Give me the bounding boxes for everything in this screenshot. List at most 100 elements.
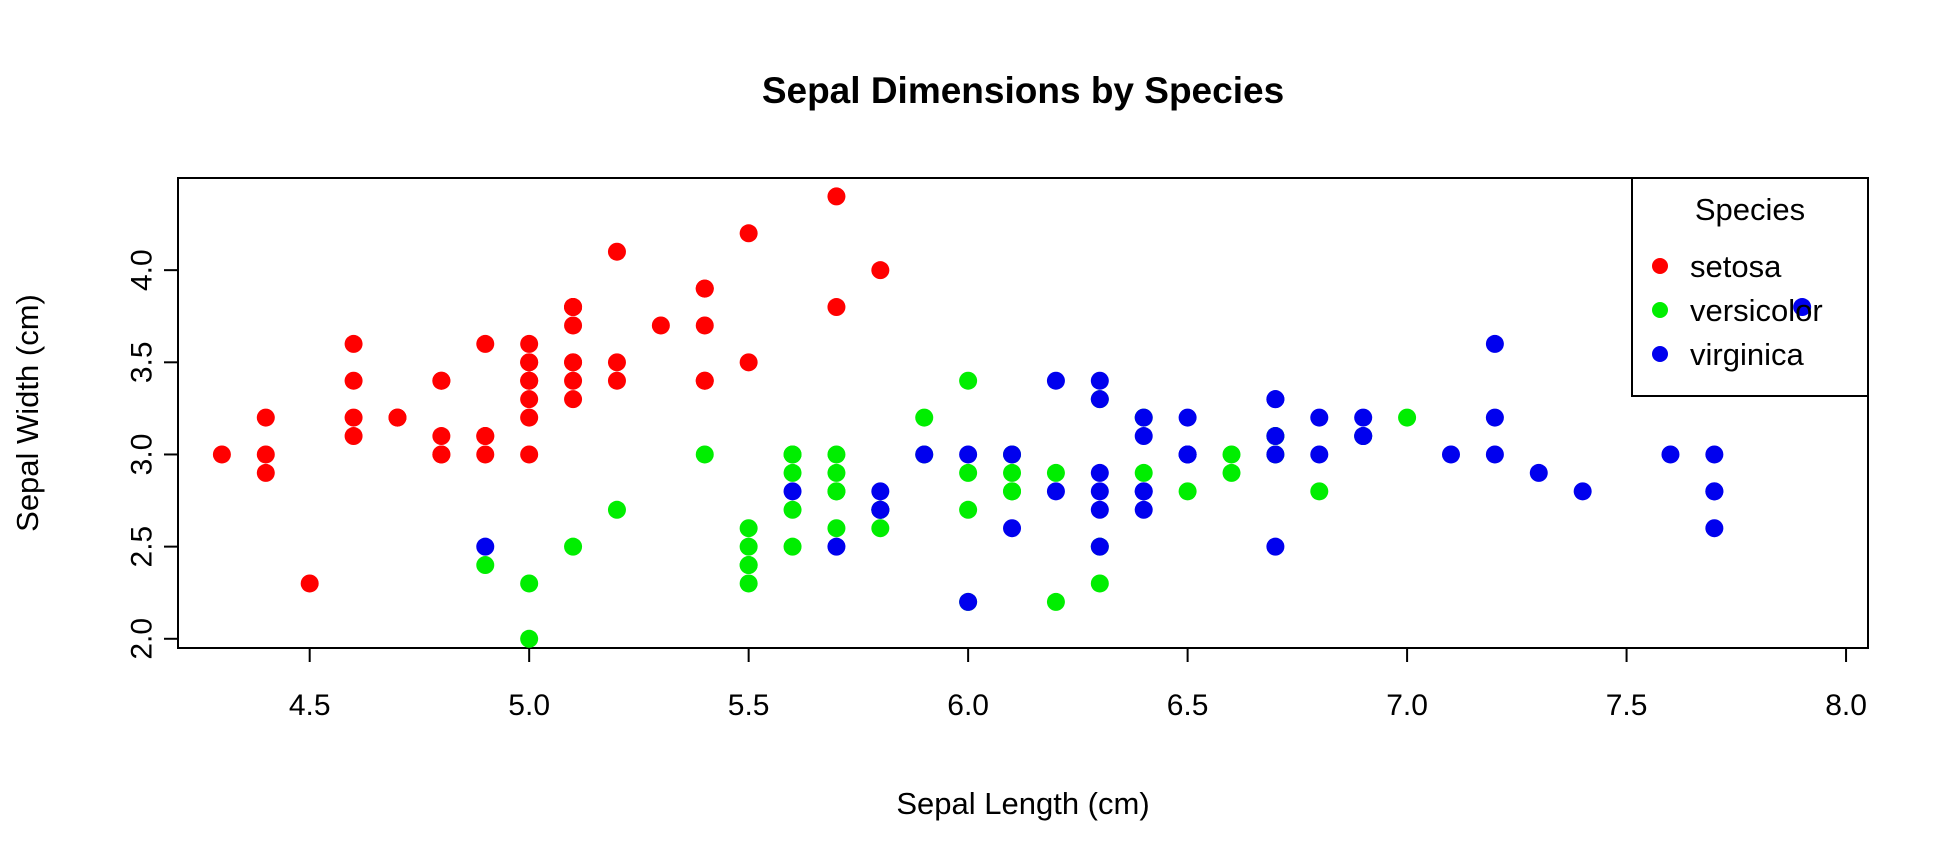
- x-tick-label: 6.0: [947, 689, 989, 722]
- legend-marker-virginica: [1652, 346, 1668, 362]
- setosa-point: [564, 298, 583, 317]
- setosa-point: [651, 316, 670, 335]
- versicolor-point: [520, 574, 539, 593]
- y-tick-label: 3.0: [126, 434, 159, 476]
- series-virginica: [476, 298, 1812, 611]
- virginica-point: [1485, 334, 1504, 353]
- setosa-point: [827, 187, 846, 206]
- y-tick-label: 4.0: [126, 249, 159, 291]
- versicolor-point: [1178, 482, 1197, 501]
- versicolor-point: [783, 537, 802, 556]
- setosa-point: [607, 353, 626, 372]
- versicolor-point: [959, 500, 978, 519]
- y-axis-label: Sepal Width (cm): [10, 294, 45, 532]
- virginica-point: [1134, 500, 1153, 519]
- virginica-point: [959, 592, 978, 611]
- virginica-point: [1485, 408, 1504, 427]
- legend-label-virginica: virginica: [1690, 337, 1804, 372]
- virginica-point: [1266, 537, 1285, 556]
- versicolor-point: [959, 371, 978, 390]
- setosa-point: [344, 371, 363, 390]
- versicolor-point: [476, 556, 495, 575]
- versicolor-point: [783, 445, 802, 464]
- versicolor-point: [959, 463, 978, 482]
- versicolor-point: [520, 629, 539, 648]
- legend-label-setosa: setosa: [1690, 249, 1782, 284]
- setosa-point: [344, 408, 363, 427]
- setosa-point: [520, 371, 539, 390]
- virginica-point: [1354, 408, 1373, 427]
- x-tick-label: 7.0: [1386, 689, 1428, 722]
- setosa-point: [344, 427, 363, 446]
- versicolor-point: [739, 537, 758, 556]
- virginica-point: [1705, 519, 1724, 538]
- virginica-point: [1705, 482, 1724, 501]
- virginica-point: [1090, 463, 1109, 482]
- versicolor-point: [1222, 445, 1241, 464]
- setosa-point: [695, 371, 714, 390]
- versicolor-point: [871, 519, 890, 538]
- setosa-point: [827, 298, 846, 317]
- setosa-point: [212, 445, 231, 464]
- versicolor-point: [1398, 408, 1417, 427]
- x-tick-label: 6.5: [1167, 689, 1209, 722]
- versicolor-point: [915, 408, 934, 427]
- setosa-point: [564, 353, 583, 372]
- chart-title: Sepal Dimensions by Species: [762, 70, 1284, 111]
- setosa-point: [256, 463, 275, 482]
- setosa-point: [520, 353, 539, 372]
- virginica-point: [1529, 463, 1548, 482]
- versicolor-point: [1134, 463, 1153, 482]
- setosa-point: [564, 316, 583, 335]
- setosa-point: [300, 574, 319, 593]
- virginica-point: [1793, 298, 1812, 317]
- versicolor-point: [564, 537, 583, 556]
- versicolor-point: [739, 574, 758, 593]
- virginica-point: [871, 500, 890, 519]
- setosa-point: [520, 334, 539, 353]
- x-tick-label: 5.5: [728, 689, 770, 722]
- x-axis: 4.5 5.0 5.5 6.0 6.5 7.0 7.5 8.0: [289, 648, 1867, 722]
- versicolor-point: [827, 482, 846, 501]
- virginica-point: [1266, 445, 1285, 464]
- virginica-point: [1003, 445, 1022, 464]
- setosa-point: [564, 371, 583, 390]
- virginica-point: [1266, 427, 1285, 446]
- virginica-point: [1573, 482, 1592, 501]
- versicolor-point: [1310, 482, 1329, 501]
- x-tick-label: 5.0: [508, 689, 550, 722]
- setosa-point: [520, 390, 539, 409]
- virginica-point: [827, 537, 846, 556]
- setosa-point: [344, 334, 363, 353]
- versicolor-point: [607, 500, 626, 519]
- virginica-point: [1090, 371, 1109, 390]
- setosa-point: [476, 334, 495, 353]
- setosa-point: [388, 408, 407, 427]
- y-axis: 2.0 2.5 3.0 3.5 4.0: [126, 249, 178, 660]
- setosa-point: [520, 408, 539, 427]
- setosa-point: [476, 427, 495, 446]
- virginica-point: [1134, 408, 1153, 427]
- virginica-point: [1090, 482, 1109, 501]
- virginica-point: [1441, 445, 1460, 464]
- x-axis-label: Sepal Length (cm): [896, 786, 1149, 821]
- virginica-point: [1310, 408, 1329, 427]
- series-versicolor: [476, 371, 1417, 648]
- virginica-point: [1661, 445, 1680, 464]
- plot-frame: [177, 177, 1869, 649]
- versicolor-point: [1003, 463, 1022, 482]
- virginica-point: [1485, 445, 1504, 464]
- y-tick-label: 3.5: [126, 341, 159, 383]
- virginica-point: [1090, 500, 1109, 519]
- legend: Species setosa versicolor virginica: [1631, 177, 1869, 397]
- legend-marker-versicolor: [1652, 302, 1668, 318]
- setosa-point: [695, 316, 714, 335]
- setosa-point: [432, 445, 451, 464]
- versicolor-point: [827, 463, 846, 482]
- virginica-point: [1134, 427, 1153, 446]
- setosa-point: [520, 445, 539, 464]
- virginica-point: [1090, 390, 1109, 409]
- setosa-point: [564, 390, 583, 409]
- versicolor-point: [1046, 463, 1065, 482]
- setosa-point: [256, 408, 275, 427]
